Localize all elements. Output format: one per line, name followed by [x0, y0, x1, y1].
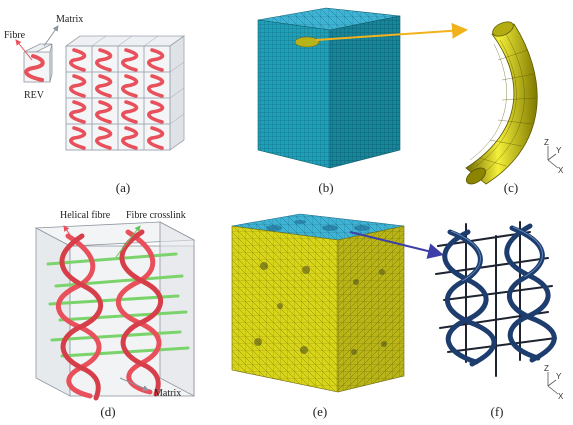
- panel-e: (e): [231, 213, 444, 419]
- caption-b: (b): [318, 180, 333, 195]
- panel-a: Fibre Matrix REV (a): [4, 14, 186, 195]
- fibre-crosslink-label: Fibre crosslink: [126, 210, 186, 221]
- axis-z-c: Z: [544, 138, 549, 147]
- fibre-pointer: [15, 39, 33, 61]
- panel-f: Z Y X (f): [435, 221, 564, 419]
- matrix-label-d: Matrix: [154, 388, 181, 399]
- matrix-label: Matrix: [56, 14, 83, 25]
- caption-f: (f): [491, 404, 504, 419]
- axis-x-c: X: [558, 166, 564, 175]
- zoom-arrow-yellow: [315, 22, 468, 41]
- axis-triad-f: Z Y X: [544, 364, 564, 401]
- helical-pointer: [63, 225, 73, 239]
- caption-c: (c): [504, 180, 518, 195]
- meshed-fibre: [465, 21, 538, 185]
- rev-array-cube: [64, 35, 186, 151]
- panel-b: (b): [257, 7, 468, 195]
- panel-d: Helical fibre Fibre crosslink Matrix (d): [34, 210, 196, 419]
- caption-e: (e): [313, 404, 327, 419]
- caption-d: (d): [100, 404, 115, 419]
- dense-mesh-spots: [254, 262, 387, 355]
- axis-x-f: X: [558, 392, 564, 401]
- fibre-label: Fibre: [4, 30, 26, 41]
- axis-y-f: Y: [556, 372, 562, 381]
- meshed-matrix-cube: [257, 7, 401, 169]
- matrix-pointer-d: [119, 377, 149, 391]
- zoom-arrow-blue: [349, 231, 444, 259]
- fibre-network: [435, 221, 557, 377]
- helical-fibre-label: Helical fibre: [60, 210, 111, 221]
- helical-fibres: [55, 229, 164, 401]
- fibre-section: [294, 36, 320, 48]
- rev-label: REV: [24, 90, 45, 101]
- crosslink-pointer: [115, 225, 141, 258]
- caption-a: (a): [116, 180, 130, 195]
- rev-cube: [23, 43, 53, 83]
- axis-z-f: Z: [544, 364, 549, 373]
- fibre-crosslinks: [46, 252, 190, 358]
- axis-y-c: Y: [556, 146, 562, 155]
- panel-c: Z Y X (c): [465, 21, 564, 195]
- axis-triad-c: Z Y X: [544, 138, 564, 175]
- matrix-pointer: [43, 25, 59, 47]
- meshed-unit-cell: [231, 213, 405, 393]
